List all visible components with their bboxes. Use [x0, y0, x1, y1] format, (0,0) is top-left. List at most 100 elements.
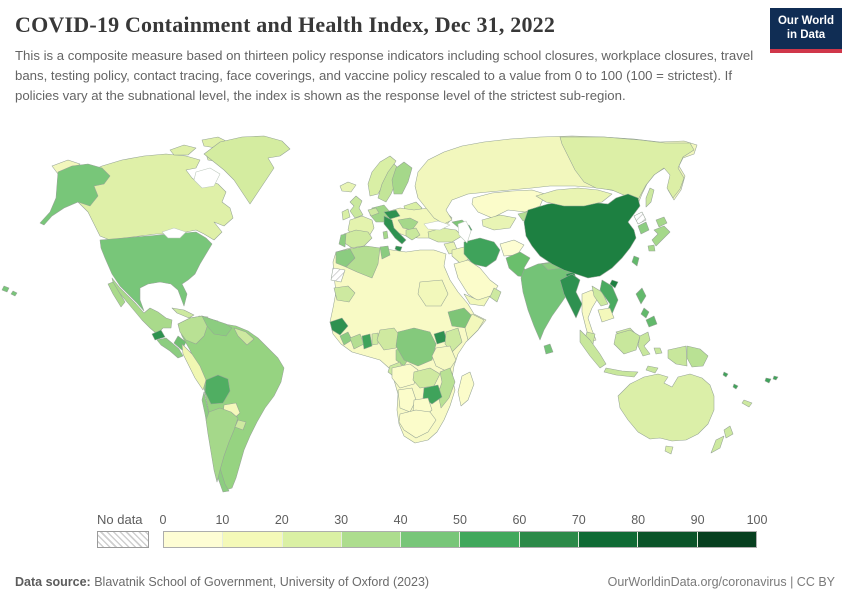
country-angola[interactable] [391, 363, 419, 389]
country-central-asia[interactable] [481, 214, 517, 231]
country-ireland[interactable] [341, 208, 351, 221]
country-guyanas[interactable] [233, 327, 255, 346]
country-colombia[interactable] [177, 315, 209, 345]
country-china[interactable] [523, 193, 641, 289]
legend-tick-40: 40 [393, 513, 408, 527]
legend-bin-10-20[interactable] [223, 532, 283, 547]
country-italy[interactable] [383, 215, 407, 253]
country-united-states[interactable] [1, 163, 213, 312]
country-algeria[interactable] [345, 245, 381, 279]
legend-tick-20: 20 [274, 513, 289, 527]
country-central-america[interactable] [156, 337, 184, 359]
legend-bin-30-40[interactable] [341, 532, 402, 547]
legend-bin-90-100[interactable] [697, 532, 756, 547]
country-balkans[interactable] [397, 217, 419, 231]
country-somalia[interactable] [464, 313, 485, 341]
country-benin[interactable] [371, 332, 379, 346]
country-mongolia[interactable] [535, 187, 613, 207]
owid-link[interactable]: OurWorldinData.org/coronavirus | CC BY [607, 575, 835, 589]
region-java [603, 367, 639, 378]
country-benelux[interactable] [367, 207, 380, 217]
great-lakes [161, 227, 187, 239]
country-sardinia[interactable] [382, 230, 389, 240]
country-greenland[interactable] [203, 135, 291, 205]
country-south-korea[interactable] [637, 221, 650, 235]
country-brazil[interactable] [177, 315, 285, 491]
country-new-caledonia[interactable] [741, 399, 753, 408]
country-cambodia[interactable] [597, 307, 615, 323]
country-western-sahara[interactable] [330, 267, 346, 283]
region-tasmania [664, 445, 674, 455]
country-uruguay[interactable] [234, 419, 247, 431]
country-iran[interactable] [463, 237, 501, 268]
country-north-korea[interactable] [633, 211, 647, 225]
country-sudan[interactable] [417, 279, 449, 307]
country-new-zealand[interactable] [710, 425, 734, 454]
legend-tick-60: 60 [512, 513, 527, 527]
country-guinea[interactable] [329, 317, 349, 336]
country-solomon-islands[interactable] [722, 371, 739, 390]
country-fiji[interactable] [764, 375, 779, 384]
country-laos[interactable] [591, 285, 609, 307]
country-venezuela[interactable] [201, 315, 233, 337]
country-russia-east[interactable] [559, 136, 695, 205]
country-india[interactable] [520, 261, 573, 341]
region-moluccas [653, 347, 663, 355]
region-hawaii2 [10, 290, 18, 297]
country-finland[interactable] [391, 161, 413, 195]
country-yemen[interactable] [463, 293, 491, 307]
country-guatemala[interactable] [151, 329, 166, 341]
country-ghana[interactable] [361, 333, 373, 350]
country-indonesia[interactable] [579, 329, 688, 378]
country-namibia[interactable] [397, 387, 417, 413]
country-austria[interactable] [383, 209, 401, 220]
no-data-label: No data [97, 512, 143, 527]
country-oman[interactable] [489, 287, 502, 303]
country-turkey[interactable] [427, 227, 463, 243]
country-dr-congo[interactable] [395, 327, 437, 367]
legend-bin-20-30[interactable] [282, 532, 342, 547]
region-baja [107, 281, 126, 308]
owid-logo-line2: in Data [786, 29, 826, 42]
owid-logo[interactable]: Our World in Data [770, 8, 842, 53]
country-nigeria[interactable] [376, 327, 401, 351]
country-australia[interactable] [617, 373, 715, 455]
legend-bin-0-10[interactable] [164, 532, 224, 547]
legend-bin-40-50[interactable] [401, 532, 461, 547]
no-data-swatch[interactable] [97, 531, 149, 548]
country-mozambique[interactable] [437, 367, 456, 409]
country-papua-new-guinea[interactable] [686, 345, 709, 368]
country-tunisia[interactable] [379, 245, 391, 260]
country-madagascar[interactable] [457, 371, 475, 407]
country-japan[interactable] [647, 216, 671, 252]
country-greece[interactable] [405, 227, 421, 241]
world-map[interactable] [0, 128, 850, 508]
country-spain[interactable] [342, 229, 373, 249]
region-usa-mainland [99, 231, 213, 312]
legend-bin-80-90[interactable] [638, 532, 698, 547]
country-south-africa[interactable] [398, 409, 437, 439]
country-united-kingdom[interactable] [349, 195, 364, 219]
country-iceland[interactable] [339, 181, 357, 193]
legend-tick-100: 100 [746, 513, 768, 527]
world-map-svg [1, 135, 779, 493]
data-source-label: Data source: [15, 575, 91, 589]
region-hainan [609, 279, 619, 289]
country-argentina[interactable] [205, 407, 239, 483]
country-sakhalin[interactable] [645, 187, 655, 208]
legend-tick-30: 30 [334, 513, 349, 527]
country-portugal[interactable] [338, 233, 347, 248]
country-mexico[interactable] [107, 277, 173, 335]
country-taiwan[interactable] [631, 255, 640, 267]
country-bolivia[interactable] [204, 374, 231, 405]
legend-bin-60-70[interactable] [519, 532, 580, 547]
country-sri-lanka[interactable] [543, 343, 554, 355]
legend-bin-50-60[interactable] [460, 532, 520, 547]
legend-bin-70-80[interactable] [579, 532, 639, 547]
country-mauritania[interactable] [333, 285, 356, 303]
country-peru[interactable] [181, 343, 207, 391]
country-afghanistan[interactable] [499, 239, 525, 257]
country-cuba[interactable] [171, 307, 195, 319]
country-philippines[interactable] [635, 287, 658, 328]
